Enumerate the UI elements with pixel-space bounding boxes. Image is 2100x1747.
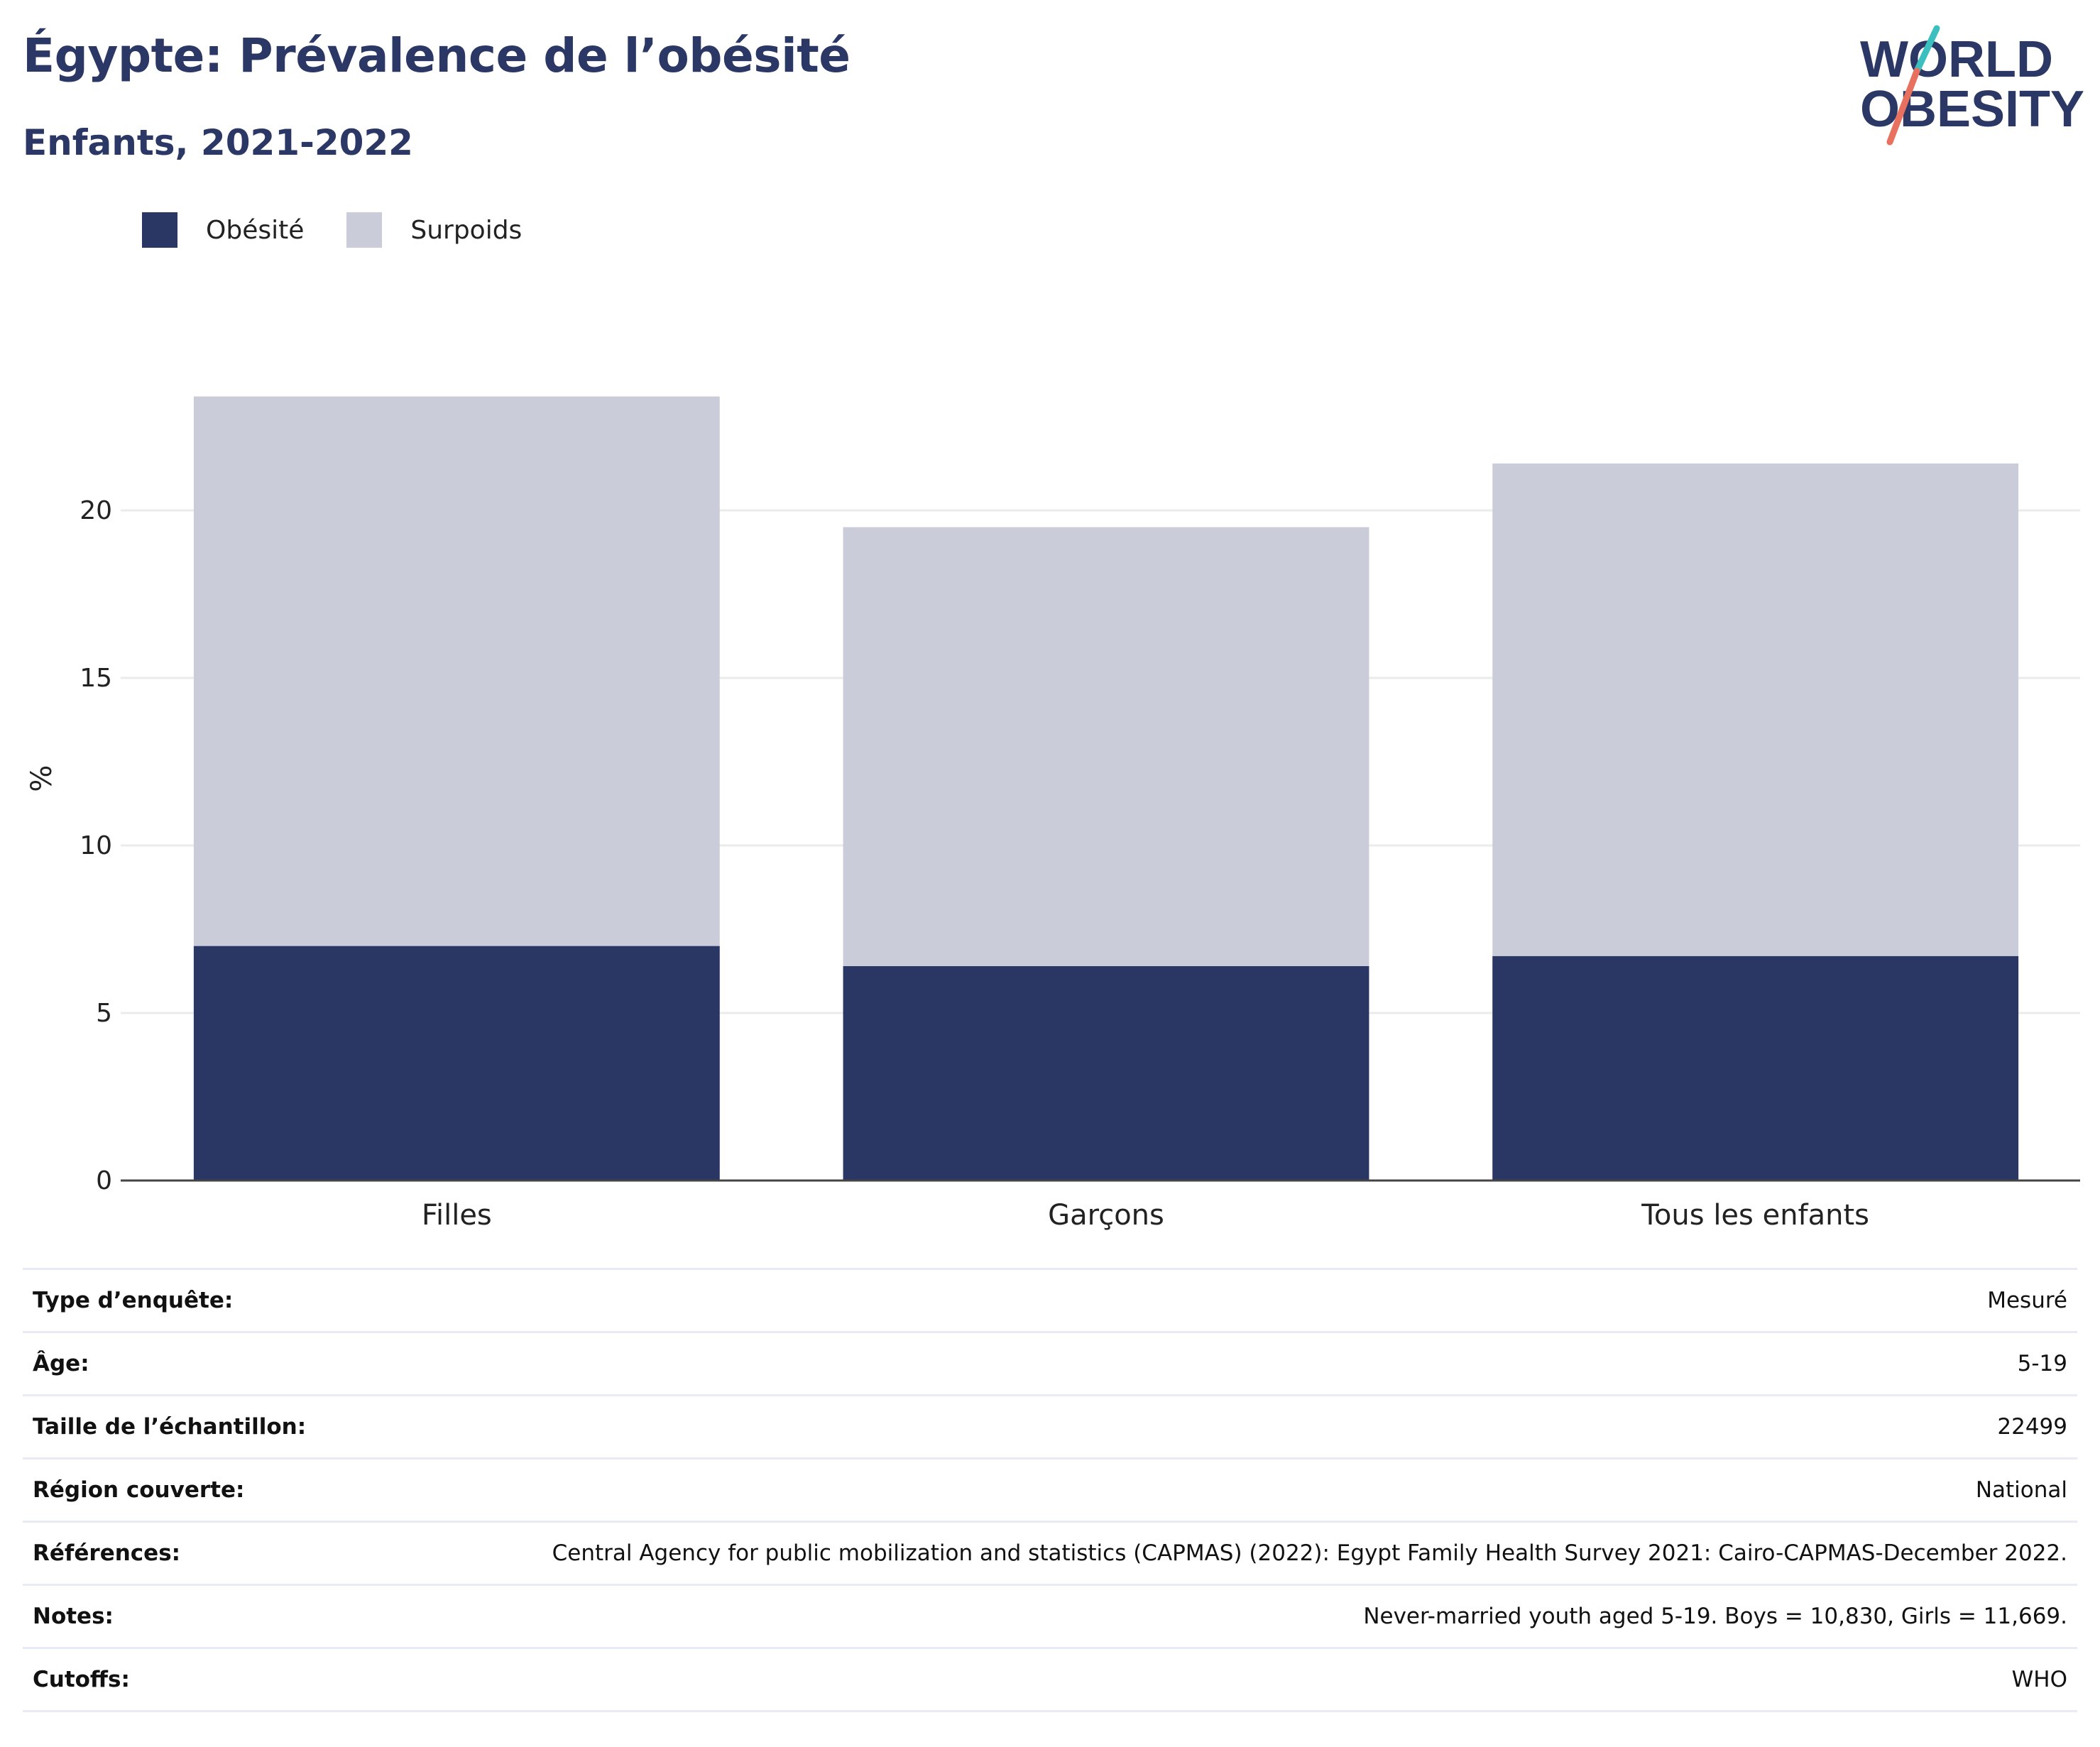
info-value: Mesuré [540,1268,2077,1332]
x-tick-label: Garçons [1048,1199,1164,1232]
info-row: Cutoffs: WHO [23,1647,2077,1712]
logo-coral-slash [1886,67,1920,146]
bar-obesity-2 [1492,955,2019,1181]
y-axis-label: % [26,765,58,792]
info-key: Cutoffs: [23,1647,540,1712]
info-row: Type d’enquête: Mesuré [23,1268,2077,1332]
info-row: Taille de l’échantillon: 22499 [23,1394,2077,1459]
legend-swatch-obesity [142,212,177,248]
legend: Obésité Surpoids [142,212,564,248]
bar-overweight-2 [1492,463,2019,956]
info-value: WHO [540,1647,2077,1712]
legend-label-overweight: Surpoids [410,215,523,245]
y-tick-label: 20 [80,496,112,525]
legend-label-obesity: Obésité [206,215,305,245]
logo-teal-slash [1913,25,1940,75]
info-key: Références: [23,1521,540,1585]
info-key: Notes: [23,1584,540,1648]
info-row: Région couverte: National [23,1457,2077,1522]
info-value: Central Agency for public mobilization a… [540,1521,2077,1585]
legend-item-overweight[interactable]: Surpoids [346,212,522,248]
info-key: Taille de l’échantillon: [23,1394,540,1459]
info-row: Âge: 5-19 [23,1331,2077,1396]
bar-overweight-0 [193,396,720,946]
bar-obesity-0 [193,946,720,1181]
x-tick-label: Tous les enfants [1641,1199,1869,1232]
world-obesity-logo: WORLD OBESITY [1860,25,2084,146]
info-row: Notes: Never-married youth aged 5-19. Boy… [23,1584,2077,1648]
chart-title: Égypte: Prévalence de l’obésité [23,28,851,83]
legend-item-obesity[interactable]: Obésité [142,212,304,248]
bar-overweight-1 [843,527,1369,966]
logo-text-world: WORLD [1860,31,2053,88]
info-key: Âge: [23,1331,540,1396]
bar-obesity-1 [843,965,1369,1181]
info-value: Never-married youth aged 5-19. Boys = 10… [540,1584,2077,1648]
info-value: 5-19 [540,1331,2077,1396]
y-tick-label: 0 [96,1166,112,1195]
legend-swatch-overweight [346,212,383,248]
survey-info-table: Type d’enquête: Mesuré Âge: 5-19 Taille de l… [23,1268,2077,1712]
y-tick-label: 15 [80,664,112,693]
info-row: Références: Central Agency for public mob… [23,1521,2077,1585]
x-tick-label: Filles [422,1199,492,1232]
y-tick-label: 10 [80,831,112,860]
y-tick-label: 5 [96,999,112,1028]
bar-chart: 0 5 10 15 20% Filles Garçons Tous les enfants [26,396,2080,1232]
info-value: National [540,1457,2077,1522]
chart-subtitle: Enfants, 2021-2022 [23,122,413,163]
info-value: 22499 [540,1394,2077,1459]
info-key: Région couverte: [23,1457,540,1522]
info-key: Type d’enquête: [23,1268,540,1332]
